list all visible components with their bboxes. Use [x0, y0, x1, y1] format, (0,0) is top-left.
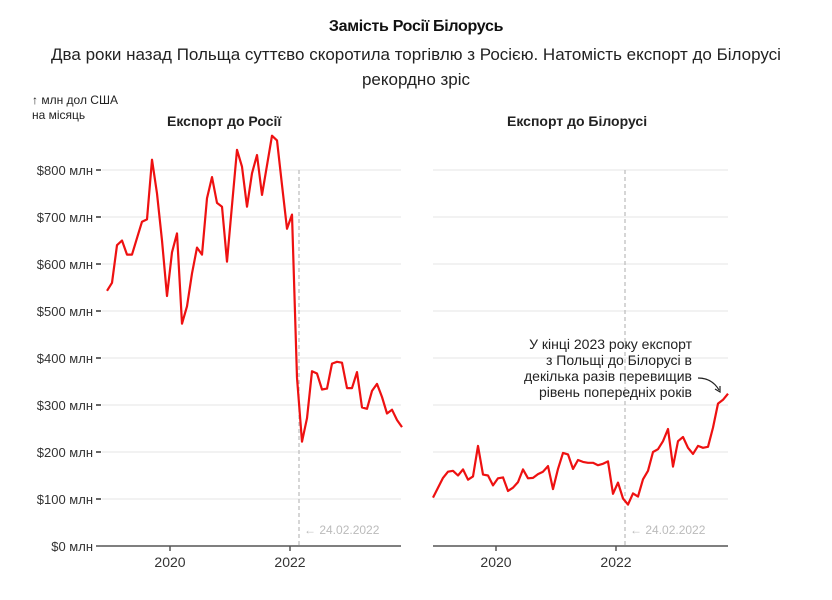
y-tick-label: $300 млн [37, 398, 93, 413]
y-unit-line1: ↑ млн дол США [32, 93, 118, 107]
y-unit-line2: на місяць [32, 108, 86, 122]
event-label: ← 24.02.2022 [304, 523, 380, 537]
y-unit-label: ↑ млн дол США на місяць [32, 93, 118, 123]
panel-title-belarus: Експорт до Білорусі [507, 113, 648, 129]
chart-title: Замість Росії Білорусь [328, 18, 504, 35]
y-tick-label: $0 млн [51, 539, 93, 554]
event-label: ← 24.02.2022 [630, 523, 706, 537]
annotation-line: рівень попередніх років [539, 384, 692, 400]
annotation-line: декілька разів перевищив [524, 368, 692, 384]
y-tick-label: $700 млн [37, 210, 93, 225]
y-tick-label: $600 млн [37, 257, 93, 272]
x-tick-label: 2022 [274, 554, 305, 570]
annotation-line: У кінці 2023 року експорт [529, 336, 692, 352]
annotation-line: з Польщі до Білорусі в [546, 352, 692, 368]
x-tick-label: 2020 [154, 554, 185, 570]
x-tick-label: 2022 [600, 554, 631, 570]
series-line-russia [106, 134, 403, 443]
panel-title-russia: Експорт до Росії [167, 113, 282, 129]
y-tick-label: $500 млн [37, 304, 93, 319]
chart-subtitle: Два роки назад Польща суттєво скоротила … [51, 45, 781, 89]
annotation-arrowhead [714, 386, 721, 394]
y-tick-label: $100 млн [37, 492, 93, 507]
series-line-belarus [432, 393, 729, 506]
y-tick-label: $200 млн [37, 445, 93, 460]
annotation-arrow [697, 377, 720, 391]
x-tick-label: 2020 [480, 554, 511, 570]
y-tick-label: $400 млн [37, 351, 93, 366]
y-tick-label: $800 млн [37, 163, 93, 178]
